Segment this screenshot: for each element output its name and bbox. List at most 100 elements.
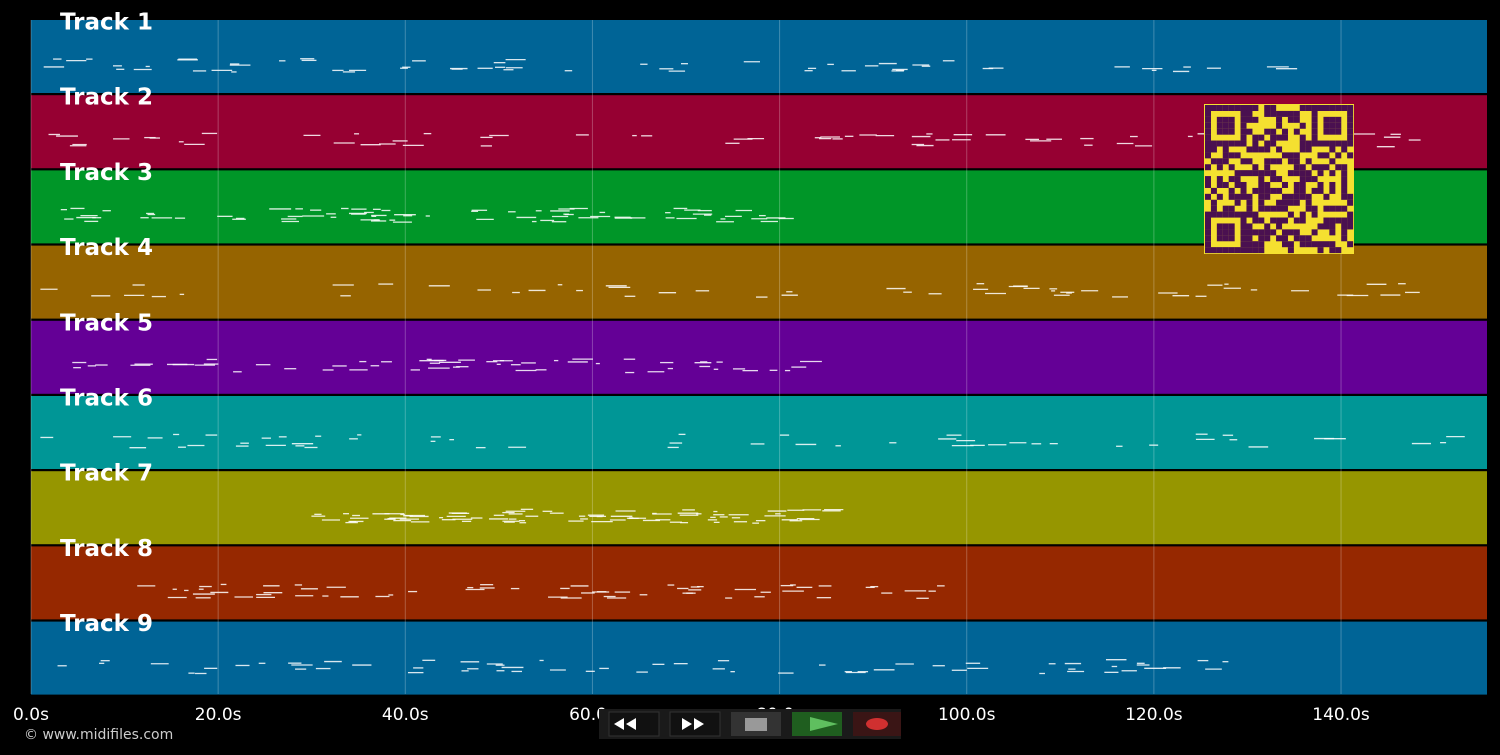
qr-cell — [1258, 181, 1265, 188]
qr-cell — [1293, 116, 1300, 123]
x-tick-label: 120.0s — [1125, 705, 1183, 725]
qr-cell — [1335, 164, 1342, 171]
qr-cell — [1264, 235, 1271, 242]
qr-cell — [1323, 128, 1330, 135]
qr-cell — [1293, 193, 1300, 200]
qr-cell — [1305, 158, 1312, 165]
qr-cell — [1335, 247, 1342, 254]
qr-cell — [1293, 181, 1300, 188]
qr-cell — [1281, 152, 1288, 159]
qr-cell — [1287, 110, 1294, 117]
stop-icon — [745, 718, 767, 731]
qr-cell — [1234, 247, 1241, 254]
record-button[interactable] — [853, 712, 901, 736]
qr-cell — [1264, 193, 1271, 200]
qr-cell — [1311, 241, 1318, 248]
qr-cell — [1222, 140, 1229, 147]
qr-cell — [1246, 170, 1253, 177]
qr-cell — [1240, 158, 1247, 165]
qr-cell — [1287, 229, 1294, 236]
qr-cell — [1335, 105, 1342, 111]
qr-cell — [1276, 199, 1283, 206]
qr-cell — [1240, 122, 1247, 129]
track-label: Track 6 — [60, 386, 153, 412]
forward-icon — [682, 718, 704, 730]
qr-cell — [1216, 223, 1223, 230]
qr-cell — [1228, 211, 1235, 218]
qr-cell — [1341, 235, 1348, 242]
qr-cell — [1287, 152, 1294, 159]
qr-cell — [1323, 116, 1330, 123]
qr-cell — [1246, 241, 1253, 248]
qr-cell — [1240, 140, 1247, 147]
qr-cell — [1222, 247, 1229, 254]
qr-cell — [1341, 223, 1348, 230]
qr-cell — [1222, 235, 1229, 242]
qr-cell — [1299, 241, 1306, 248]
qr-cell — [1281, 110, 1288, 117]
play-button[interactable] — [792, 712, 842, 736]
qr-cell — [1347, 211, 1354, 218]
qr-cell — [1311, 128, 1318, 135]
qr-cell — [1228, 223, 1235, 230]
qr-cell — [1252, 229, 1259, 236]
qr-cell — [1258, 235, 1265, 242]
x-tick-label: 140.0s — [1312, 705, 1370, 725]
qr-cell — [1222, 122, 1229, 129]
qr-cell — [1329, 217, 1336, 224]
qr-cell — [1347, 152, 1354, 159]
qr-cell — [1264, 146, 1271, 153]
qr-cell — [1293, 128, 1300, 135]
qr-code — [1204, 104, 1354, 254]
qr-cell — [1335, 205, 1342, 212]
qr-cell — [1299, 181, 1306, 188]
qr-cell — [1305, 235, 1312, 242]
qr-cell — [1276, 116, 1283, 123]
qr-cell — [1216, 116, 1223, 123]
qr-cell — [1341, 193, 1348, 200]
qr-cell — [1317, 105, 1324, 111]
qr-cell — [1252, 217, 1259, 224]
track-label: Track 8 — [60, 536, 153, 562]
qr-cell — [1287, 116, 1294, 123]
qr-cell — [1341, 146, 1348, 153]
rewind-button[interactable] — [608, 711, 660, 737]
track-band — [31, 396, 1487, 469]
qr-cell — [1216, 176, 1223, 183]
qr-cell — [1293, 110, 1300, 117]
qr-cell — [1210, 187, 1217, 194]
x-tick-label: 0.0s — [13, 705, 49, 725]
controls — [599, 709, 901, 739]
qr-cell — [1317, 187, 1324, 194]
qr-cell — [1228, 128, 1235, 135]
qr-cell — [1228, 164, 1235, 171]
qr-cell — [1347, 199, 1354, 206]
track-label: Track 3 — [60, 160, 153, 186]
qr-cell — [1216, 181, 1223, 188]
qr-cell — [1240, 193, 1247, 200]
qr-cell — [1323, 152, 1330, 159]
track-label: Track 1 — [60, 10, 153, 36]
qr-cell — [1222, 229, 1229, 236]
qr-cell — [1216, 164, 1223, 171]
qr-cell — [1258, 217, 1265, 224]
qr-cell — [1240, 211, 1247, 218]
qr-cell — [1347, 110, 1354, 117]
qr-cell — [1228, 116, 1235, 123]
qr-cell — [1234, 105, 1241, 111]
qr-cell — [1258, 134, 1265, 141]
qr-cell — [1311, 116, 1318, 123]
qr-cell — [1323, 140, 1330, 147]
qr-cell — [1299, 176, 1306, 183]
qr-cell — [1216, 158, 1223, 165]
forward-button[interactable] — [669, 711, 721, 737]
qr-cell — [1299, 170, 1306, 177]
qr-cell — [1347, 140, 1354, 147]
qr-cell — [1270, 217, 1277, 224]
qr-cell — [1287, 241, 1294, 248]
qr-cell — [1329, 116, 1336, 123]
qr-cell — [1299, 140, 1306, 147]
stop-button[interactable] — [731, 712, 781, 736]
qr-cell — [1210, 211, 1217, 218]
